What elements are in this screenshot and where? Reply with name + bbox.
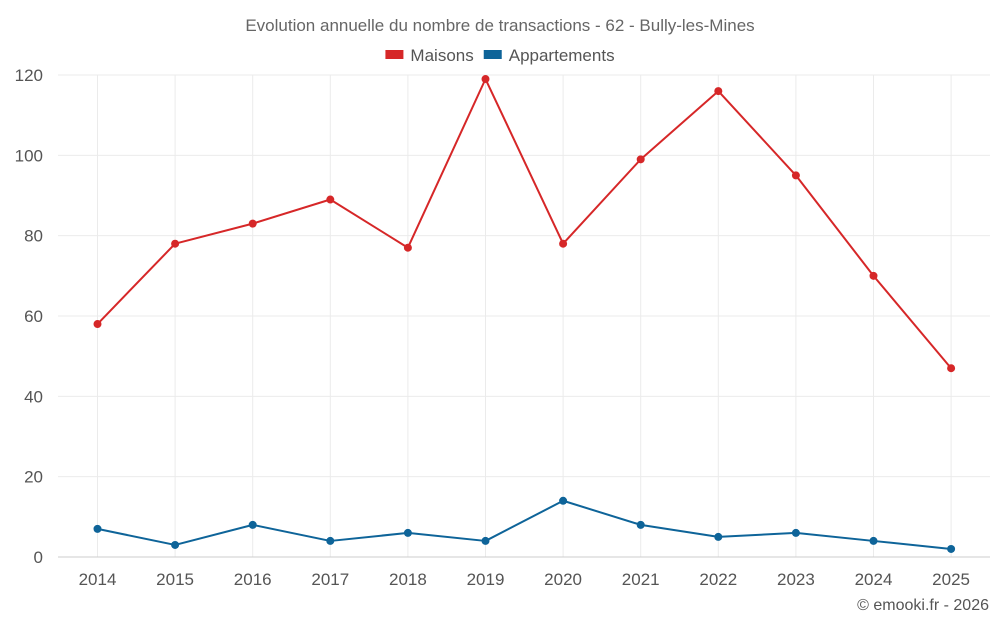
- data-point-appartements[interactable]: [714, 532, 723, 541]
- y-tick-label: 60: [24, 307, 43, 326]
- y-tick-label: 0: [34, 548, 43, 567]
- data-point-maisons[interactable]: [636, 155, 645, 164]
- data-point-appartements[interactable]: [559, 496, 568, 505]
- x-tick-label: 2023: [777, 570, 815, 589]
- x-axis-ticks: 2014 2015 2016 2017 2018 2019 2020 2021 2022 2023…: [79, 570, 970, 589]
- data-point-appartements[interactable]: [171, 540, 180, 549]
- data-point-maisons[interactable]: [403, 243, 412, 252]
- series-line-maisons: [96, 78, 952, 369]
- y-tick-label: 20: [24, 468, 43, 487]
- y-axis-ticks: 0 20 40 60 80 100 120: [15, 66, 43, 567]
- y-gridlines: [58, 74, 990, 478]
- legend-item-appartements[interactable]: Appartements: [483, 46, 615, 65]
- legend-item-maisons[interactable]: Maisons: [385, 46, 474, 65]
- legend-swatch: [483, 50, 502, 59]
- x-tick-label: 2015: [156, 570, 194, 589]
- x-tick-label: 2019: [467, 570, 505, 589]
- x-tick-label: 2014: [79, 570, 117, 589]
- x-tick-label: 2024: [855, 570, 893, 589]
- legend-label: Maisons: [410, 46, 473, 65]
- y-tick-label: 100: [15, 146, 43, 165]
- series-group: [93, 75, 956, 553]
- legend: Maisons Appartements: [385, 46, 615, 65]
- data-point-appartements[interactable]: [93, 524, 102, 533]
- x-tick-label: 2017: [311, 570, 349, 589]
- x-tick-label: 2020: [544, 570, 582, 589]
- data-point-appartements[interactable]: [636, 520, 645, 529]
- data-point-maisons[interactable]: [714, 87, 723, 96]
- credit-text: © emooki.fr - 2026: [857, 597, 989, 614]
- y-tick-label: 80: [24, 227, 43, 246]
- y-tick-label: 120: [15, 66, 43, 85]
- legend-label: Appartements: [509, 46, 615, 65]
- data-point-appartements[interactable]: [248, 520, 257, 529]
- chart-title: Evolution annuelle du nombre de transact…: [245, 16, 754, 35]
- data-point-appartements[interactable]: [869, 536, 878, 545]
- data-point-maisons[interactable]: [947, 364, 956, 373]
- data-point-appartements[interactable]: [403, 528, 412, 537]
- data-point-appartements[interactable]: [481, 536, 490, 545]
- x-tick-label: 2018: [389, 570, 427, 589]
- data-point-appartements[interactable]: [326, 536, 335, 545]
- data-point-maisons[interactable]: [171, 239, 180, 248]
- data-point-maisons[interactable]: [93, 320, 102, 329]
- data-point-maisons[interactable]: [559, 239, 568, 248]
- data-point-appartements[interactable]: [791, 528, 800, 537]
- x-tick-label: 2025: [932, 570, 970, 589]
- data-point-maisons[interactable]: [248, 219, 257, 228]
- data-point-maisons[interactable]: [481, 75, 490, 84]
- data-point-maisons[interactable]: [791, 171, 800, 180]
- series-line-appartements: [97, 499, 952, 550]
- data-point-maisons[interactable]: [869, 271, 878, 280]
- legend-swatch: [385, 50, 404, 59]
- x-tick-label: 2021: [622, 570, 660, 589]
- x-tick-label: 2022: [699, 570, 737, 589]
- data-point-appartements[interactable]: [947, 544, 956, 553]
- y-tick-label: 40: [24, 387, 43, 406]
- data-point-maisons[interactable]: [326, 195, 335, 204]
- x-tick-label: 2016: [234, 570, 272, 589]
